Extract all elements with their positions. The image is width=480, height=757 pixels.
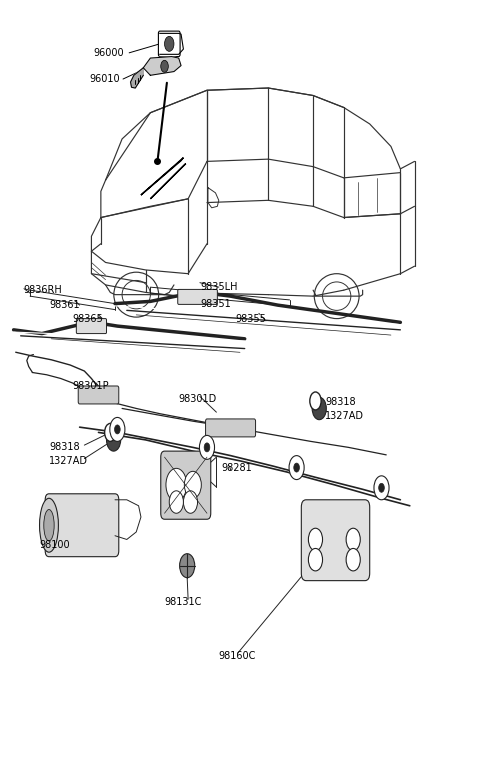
Circle shape [346,549,360,571]
Text: 98301P: 98301P [72,381,109,391]
FancyBboxPatch shape [301,500,370,581]
Circle shape [105,423,116,441]
Circle shape [166,469,187,501]
Circle shape [199,435,215,459]
Text: 98355: 98355 [235,313,266,323]
Polygon shape [144,57,181,75]
Circle shape [346,528,360,550]
Circle shape [169,491,183,513]
Polygon shape [141,157,183,195]
FancyBboxPatch shape [161,451,211,519]
Text: 98160C: 98160C [219,650,256,661]
Circle shape [374,476,389,500]
Circle shape [183,491,198,513]
Circle shape [107,428,120,451]
Text: 98318: 98318 [49,442,80,453]
Circle shape [308,528,323,550]
Text: 98318: 98318 [325,397,356,407]
Text: 96010: 96010 [89,74,120,84]
Text: 9835LH: 9835LH [200,282,238,292]
Ellipse shape [44,509,54,541]
Text: 1327AD: 1327AD [325,411,364,421]
Text: 9836RH: 9836RH [23,285,62,295]
FancyBboxPatch shape [45,494,119,556]
Circle shape [308,549,323,571]
Text: 96000: 96000 [94,48,124,58]
FancyBboxPatch shape [178,289,217,304]
Text: 98281: 98281 [221,463,252,473]
Text: 98365: 98365 [72,313,103,323]
FancyBboxPatch shape [205,419,255,437]
Circle shape [110,417,125,441]
Text: 1327AD: 1327AD [49,456,88,466]
Polygon shape [131,68,144,88]
FancyBboxPatch shape [158,31,180,57]
Text: 98100: 98100 [39,540,70,550]
Text: 98351: 98351 [200,298,231,309]
Text: 98301D: 98301D [179,394,217,404]
Text: 98361: 98361 [49,300,80,310]
Circle shape [161,61,168,73]
Circle shape [184,472,201,498]
Text: 98131C: 98131C [165,597,202,606]
Circle shape [180,553,195,578]
Circle shape [379,483,384,492]
FancyBboxPatch shape [78,386,119,404]
Circle shape [204,443,210,452]
Circle shape [165,36,174,51]
Circle shape [115,425,120,434]
Circle shape [294,463,300,472]
FancyBboxPatch shape [76,319,107,334]
Ellipse shape [39,498,59,552]
Circle shape [289,456,304,480]
Polygon shape [150,164,186,199]
Circle shape [312,397,326,419]
Circle shape [310,392,321,410]
